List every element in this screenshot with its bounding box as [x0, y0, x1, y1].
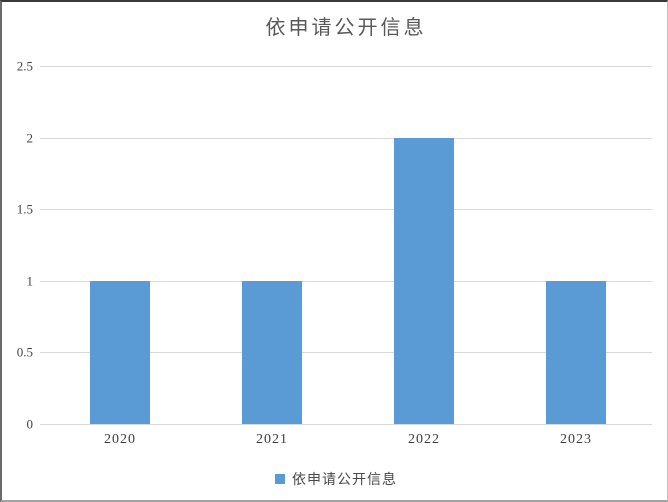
x-axis-tick-label-2021: 2021 [256, 432, 288, 447]
bar-2022 [394, 137, 454, 424]
gridline-y-0.5 [40, 352, 652, 353]
bar-2021 [242, 280, 302, 424]
y-axis-tick-label: 1.5 [16, 201, 33, 217]
bar-2023 [546, 280, 606, 424]
chart-title: 依申请公开信息 [265, 17, 427, 39]
bar-2020 [90, 280, 150, 424]
y-axis-tick-label: 2 [26, 130, 34, 146]
gridline-y-2.5 [40, 66, 652, 67]
gridline-y-0 [40, 424, 652, 425]
x-axis-tick-label-2020: 2020 [104, 432, 136, 447]
legend: 依申请公开信息 [2, 468, 667, 490]
x-axis-tick-label-2023: 2023 [560, 432, 592, 447]
legend-swatch-icon [275, 474, 285, 484]
y-axis-tick-label: 0 [26, 416, 34, 432]
gridline-y-1.5 [40, 209, 652, 210]
x-axis-tick-label-2022: 2022 [408, 432, 440, 447]
y-axis-tick-label: 0.5 [16, 344, 33, 360]
legend-label: 依申请公开信息 [292, 473, 397, 488]
gridline-y-1 [40, 281, 652, 282]
y-axis-tick-label: 1 [26, 273, 34, 289]
gridline-y-2 [40, 138, 652, 139]
y-axis-tick-label: 2.5 [16, 58, 33, 74]
